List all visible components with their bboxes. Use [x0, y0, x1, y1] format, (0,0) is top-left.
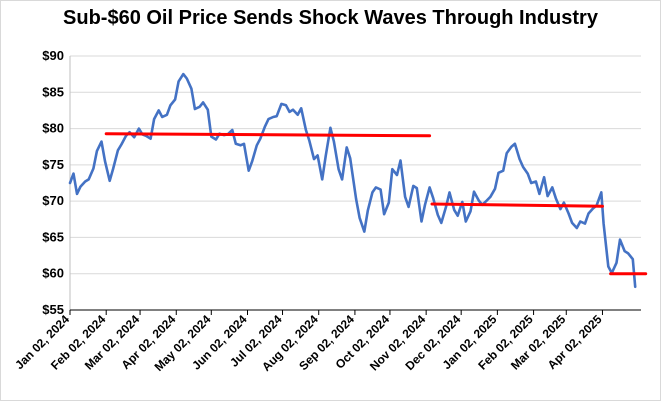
y-tick-label: $70	[42, 193, 64, 208]
trend-line	[430, 202, 604, 208]
y-tick-label: $65	[42, 229, 64, 244]
y-tick-label: $75	[42, 157, 64, 172]
y-tick-label: $90	[42, 48, 64, 63]
y-tick-label: $85	[42, 84, 64, 99]
y-tick-label: $55	[42, 302, 64, 317]
chart-title: Sub-$60 Oil Price Sends Shock Waves Thro…	[63, 7, 598, 29]
y-tick-label: $60	[42, 266, 64, 281]
oil-price-line	[68, 72, 637, 289]
y-tick-label: $80	[42, 121, 64, 136]
trend-line	[104, 132, 432, 138]
